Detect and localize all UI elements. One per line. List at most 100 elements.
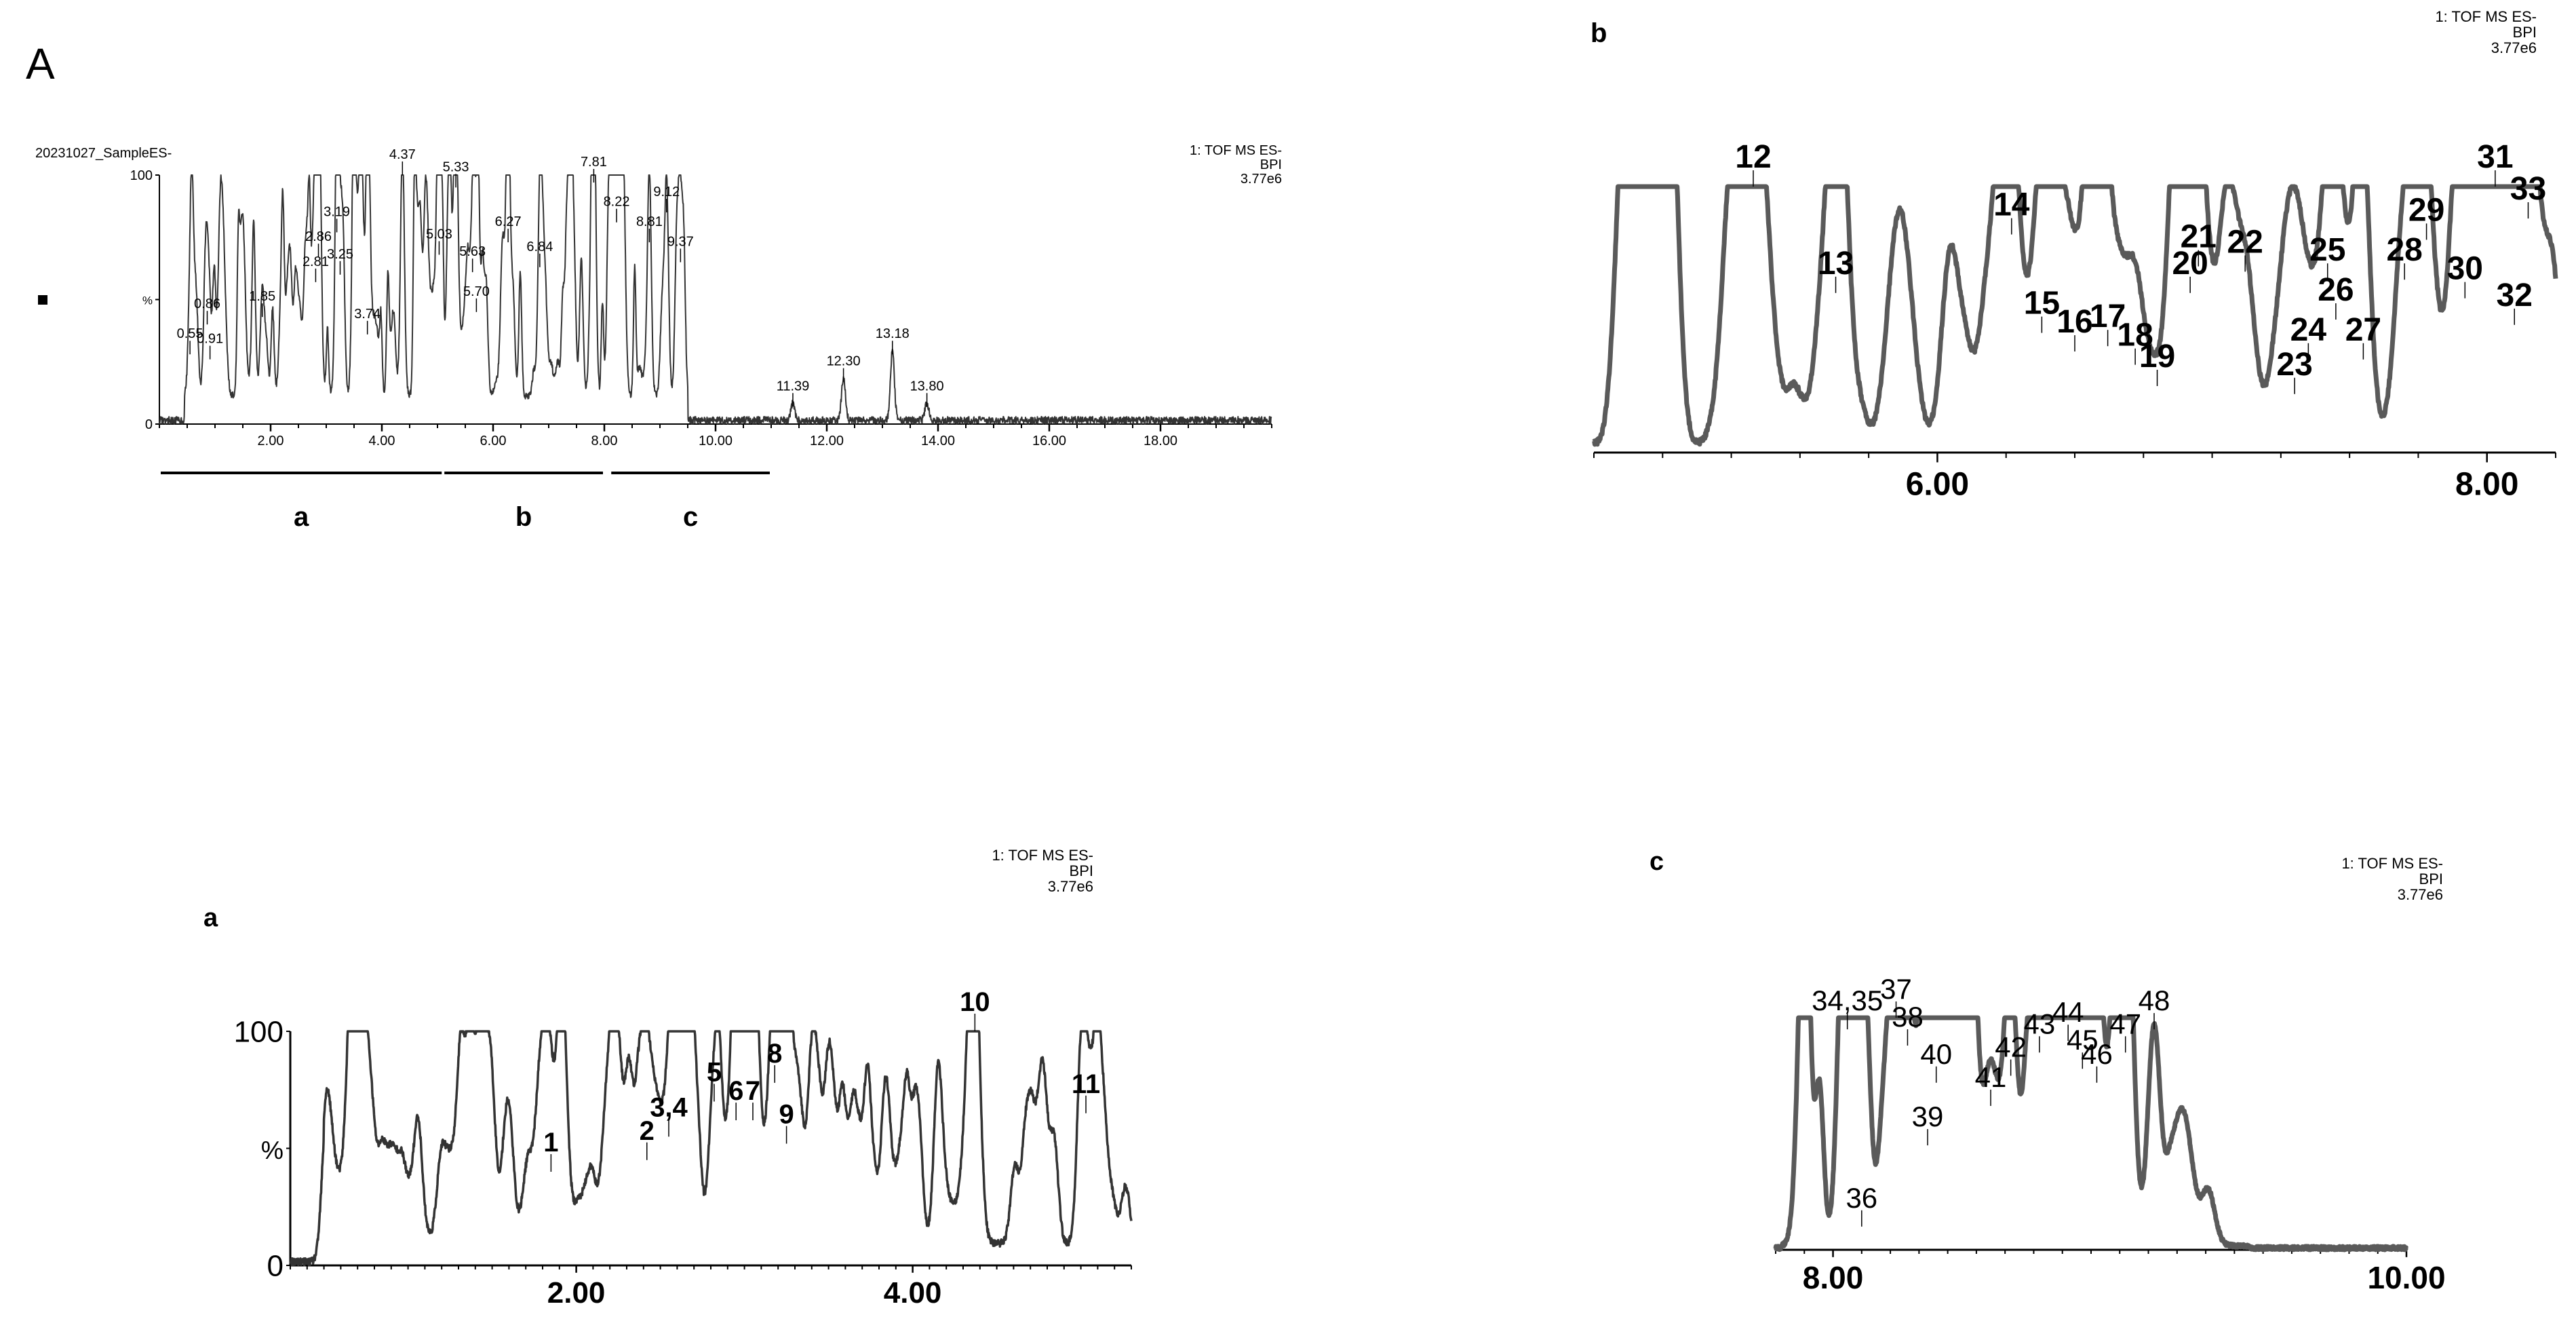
zoom-c-trace-line bbox=[1773, 1015, 2409, 1253]
overview-y-tick-label-100: 100 bbox=[130, 168, 153, 183]
zoom-c-peak-label: 37 bbox=[1880, 973, 1912, 1005]
overview-peak-label: 3.74 bbox=[354, 307, 380, 322]
overview-peak-label: 3.19 bbox=[324, 204, 350, 219]
zoom-b-peak-label: 31 bbox=[2477, 139, 2513, 175]
zoom-b-peak-label: 17 bbox=[2090, 299, 2126, 334]
overview-peak-label: 5.70 bbox=[463, 284, 490, 299]
zoom-a-trace-line bbox=[289, 1030, 1133, 1267]
zoom-b-peak-label: 32 bbox=[2497, 278, 2533, 313]
overview-peak-label: 8.81 bbox=[636, 214, 663, 229]
zoom-a-peak-label: 7 bbox=[745, 1076, 760, 1106]
zoom-a-peak-label: 6 bbox=[728, 1076, 743, 1106]
zoom-a-y-unit-label: % bbox=[261, 1136, 284, 1164]
zoom-b-peak-label: 15 bbox=[2024, 286, 2060, 322]
zoom-a-peak-label: 1 bbox=[543, 1128, 558, 1158]
zoom-b-peak-label: 28 bbox=[2386, 232, 2422, 268]
zoom-c-peak-label: 46 bbox=[2081, 1038, 2113, 1070]
overview-peak-label: 1.85 bbox=[249, 289, 275, 304]
overview-x-tick-label: 10.00 bbox=[699, 434, 733, 448]
zoom-b-peak-label: 29 bbox=[2408, 192, 2444, 228]
overview-x-tick-label: 16.00 bbox=[1032, 434, 1066, 448]
zoom-c-x-tick-label: 8.00 bbox=[1803, 1260, 1864, 1295]
zoom-c-peak-label: 41 bbox=[1975, 1061, 2007, 1093]
zoom-a-peak-label: 5 bbox=[707, 1058, 722, 1088]
zoom-a-peak-label: 8 bbox=[767, 1039, 782, 1069]
zoom-c-peak-label: 34,35 bbox=[1812, 985, 1883, 1016]
zoom-a-header-line: 1: TOF MS ES- bbox=[992, 847, 1093, 864]
zoom-b-peak-label: 22 bbox=[2227, 224, 2263, 260]
zoom-b-header-line: 3.77e6 bbox=[2491, 39, 2537, 56]
overview-header-line: 3.77e6 bbox=[1241, 172, 1282, 187]
overview-peak-label: 0.91 bbox=[197, 332, 223, 347]
overview-y-tick-label-0: 0 bbox=[145, 417, 153, 432]
zoom-c-peak-label: 42 bbox=[1995, 1031, 2027, 1063]
zoom-b-peak-label: 20 bbox=[2172, 246, 2208, 282]
overview-peak-label: 0.86 bbox=[194, 297, 220, 311]
zoom-b-x-tick-label: 8.00 bbox=[2455, 466, 2518, 502]
zoom-c-header-line: BPI bbox=[2419, 871, 2443, 887]
zoom-b-peak-label: 12 bbox=[1735, 139, 1771, 175]
overview-chromatogram: A 20231027_SampleES- 1: TOF MS ES-BPI3.77e… bbox=[26, 39, 1282, 532]
overview-x-tick-label: 4.00 bbox=[369, 434, 395, 448]
zoom-b-trace-line bbox=[1592, 184, 2558, 447]
overview-peak-label: 2.86 bbox=[305, 229, 332, 244]
segment-label-c: c bbox=[683, 502, 698, 532]
zoom-a-peak-label: 2 bbox=[640, 1116, 655, 1146]
zoom-b-header-line: 1: TOF MS ES- bbox=[2435, 8, 2537, 25]
zoom-b-peak-label: 24 bbox=[2290, 312, 2327, 348]
zoom-b-panel-letter: b bbox=[1591, 18, 1607, 48]
overview-peak-label: 5.03 bbox=[426, 227, 452, 242]
overview-peak-label: 5.63 bbox=[459, 244, 486, 259]
zoom-a-peak-label: 11 bbox=[1072, 1069, 1100, 1099]
overview-x-tick-label: 12.00 bbox=[810, 434, 844, 448]
zoom-a-header-line: BPI bbox=[1070, 862, 1093, 879]
figure-panel-letter: A bbox=[26, 39, 55, 88]
zoom-c-peak-label: 36 bbox=[1846, 1182, 1877, 1214]
zoom-b-peak-label: 13 bbox=[1818, 246, 1854, 282]
zoom-b-peak-label: 18 bbox=[2117, 318, 2153, 353]
overview-peak-label: 12.30 bbox=[827, 354, 861, 369]
zoom-b-peak-label: 26 bbox=[2318, 272, 2354, 308]
zoom-c-peak-label: 39 bbox=[1912, 1101, 1944, 1132]
overview-x-tick-label: 18.00 bbox=[1144, 434, 1177, 448]
zoom-b-peak-label: 30 bbox=[2447, 251, 2483, 287]
zoom-c-peak-label: 47 bbox=[2109, 1008, 2141, 1039]
overview-trace-line bbox=[159, 174, 1272, 425]
zoom-c-peak-label: 48 bbox=[2139, 985, 2170, 1016]
zoom-c-panel-letter: c bbox=[1650, 847, 1664, 876]
zoom-a-peak-label: 10 bbox=[960, 987, 990, 1017]
zoom-b-peak-label: 27 bbox=[2345, 312, 2381, 348]
overview-x-tick-label: 2.00 bbox=[258, 434, 284, 448]
bullet-marker bbox=[38, 295, 47, 305]
zoom-c-header-line: 3.77e6 bbox=[2398, 886, 2443, 903]
zoom-c-header-line: 1: TOF MS ES- bbox=[2341, 855, 2443, 872]
zoom-a-panel-letter: a bbox=[203, 904, 218, 932]
zoom-b-peak-label: 16 bbox=[2056, 304, 2092, 340]
overview-peak-label: 6.27 bbox=[495, 214, 522, 229]
zoom-b-peak-label: 25 bbox=[2309, 232, 2345, 268]
zoom-c-peak-label: 43 bbox=[2024, 1008, 2056, 1039]
zoom-c-peak-label: 45 bbox=[2067, 1024, 2099, 1056]
overview-peak-label: 13.80 bbox=[910, 379, 944, 394]
zoom-a-y-tick-label-100: 100 bbox=[234, 1015, 284, 1048]
segment-label-b: b bbox=[515, 502, 532, 532]
overview-peak-label: 5.33 bbox=[443, 159, 469, 174]
zoom-c-peak-label: 44 bbox=[2052, 996, 2084, 1028]
overview-peak-label: 13.18 bbox=[876, 326, 910, 341]
zoom-b-peak-label: 23 bbox=[2276, 347, 2312, 383]
overview-peak-label: 11.39 bbox=[777, 379, 810, 394]
overview-x-tick-label: 8.00 bbox=[591, 434, 618, 448]
zoom-a-x-tick-label: 4.00 bbox=[884, 1276, 942, 1310]
zoom-c-x-tick-label: 10.00 bbox=[2367, 1260, 2445, 1295]
overview-peak-label: 0.55 bbox=[177, 326, 203, 341]
zoom-a-peak-label: 9 bbox=[779, 1100, 794, 1130]
zoom-a-y-tick-label-0: 0 bbox=[267, 1249, 284, 1282]
zoom-a-peak-label: 3,4 bbox=[650, 1092, 688, 1122]
segment-label-a: a bbox=[294, 502, 309, 532]
zoom-b-header-line: BPI bbox=[2513, 24, 2537, 41]
overview-header-line: 1: TOF MS ES- bbox=[1190, 143, 1282, 158]
zoom-b-peak-label: 21 bbox=[2181, 219, 2217, 255]
